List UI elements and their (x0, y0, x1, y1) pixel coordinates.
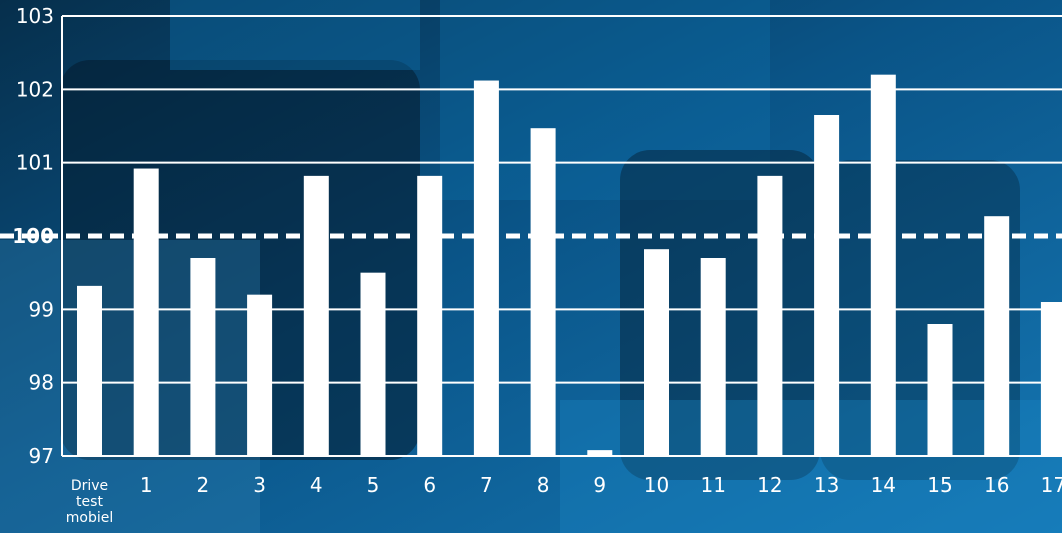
x-tick-label: 16 (984, 473, 1009, 497)
y-tick-label: 103 (16, 4, 54, 28)
bar (303, 175, 329, 456)
x-tick-label: 6 (423, 473, 436, 497)
bar (530, 128, 556, 456)
y-axis-ticks: 97 98 99 100 101 102 103 (12, 4, 54, 468)
bar (77, 285, 102, 456)
bar (927, 324, 953, 456)
bar (757, 175, 783, 456)
x-tick-label: 2 (197, 473, 210, 497)
bar (700, 258, 726, 456)
x-tick-label: 13 (814, 473, 839, 497)
x-tick-label: 11 (700, 473, 725, 497)
bars (77, 74, 1062, 457)
bar (644, 249, 669, 456)
bar (984, 216, 1010, 456)
bar (870, 74, 896, 457)
bar (1040, 302, 1062, 456)
x-tick-label: 5 (367, 473, 380, 497)
y-tick-label: 101 (16, 151, 54, 175)
bar (587, 450, 613, 456)
x-tick-label: 14 (871, 473, 896, 497)
y-tick-label: 100 (12, 224, 54, 248)
x-tick-label: 8 (537, 473, 550, 497)
x-tick-label: 17 (1041, 473, 1062, 497)
bar (473, 80, 499, 457)
y-tick-label: 99 (29, 297, 54, 321)
x-tick-label: 4 (310, 473, 323, 497)
x-tick-label: Drive test mobiel (66, 478, 113, 526)
x-tick-label: 10 (644, 473, 669, 497)
x-tick-label: 7 (480, 473, 493, 497)
bar (417, 175, 443, 456)
y-tick-label: 98 (29, 371, 54, 395)
bar (133, 168, 159, 457)
x-tick-label: 12 (757, 473, 782, 497)
y-tick-label: 97 (29, 444, 54, 468)
x-tick-label: 15 (927, 473, 952, 497)
bar (247, 294, 273, 456)
bar (190, 258, 216, 456)
bar (360, 272, 386, 456)
x-tick-label: 9 (593, 473, 606, 497)
x-tick-label: 1 (140, 473, 153, 497)
y-tick-label: 102 (16, 77, 54, 101)
bar (814, 115, 840, 456)
x-tick-label: 3 (253, 473, 266, 497)
